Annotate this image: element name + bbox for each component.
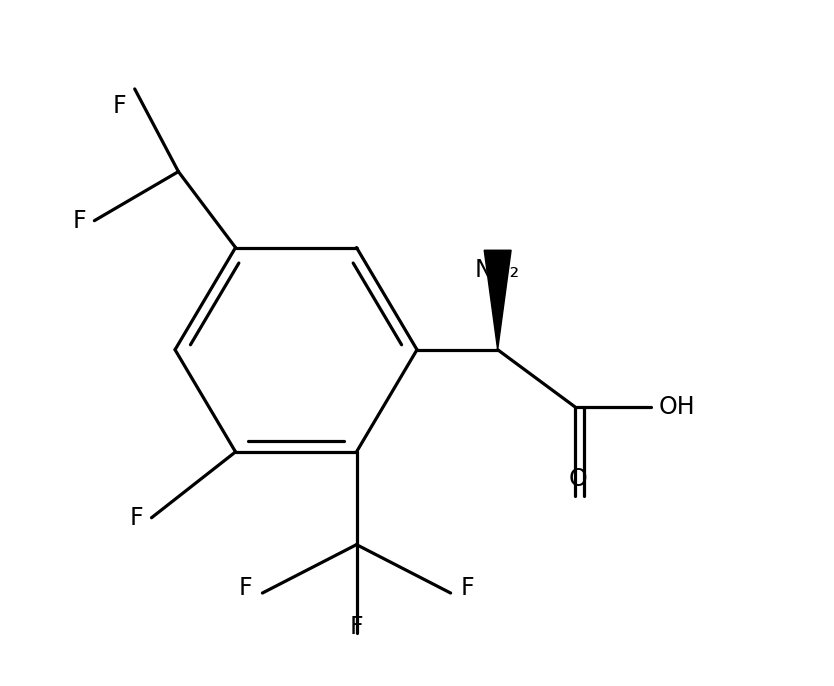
- Text: OH: OH: [659, 395, 696, 419]
- Polygon shape: [485, 250, 511, 350]
- Text: O: O: [569, 467, 588, 491]
- Text: F: F: [73, 209, 87, 233]
- Text: F: F: [239, 576, 253, 600]
- Text: NH₂: NH₂: [475, 259, 520, 283]
- Text: F: F: [130, 506, 143, 530]
- Text: F: F: [113, 94, 127, 118]
- Text: F: F: [460, 576, 475, 600]
- Text: F: F: [349, 615, 364, 639]
